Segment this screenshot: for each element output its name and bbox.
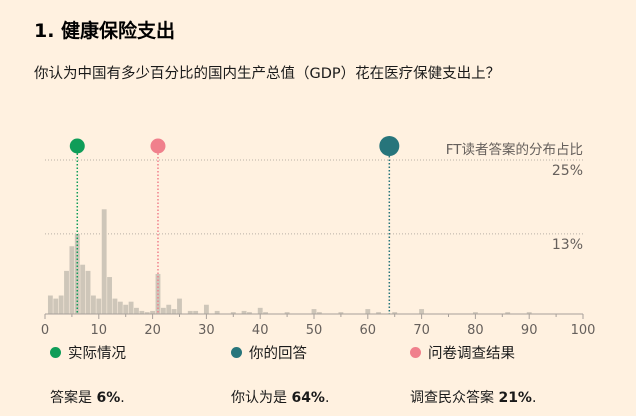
bar-70 <box>419 309 425 314</box>
bar-40 <box>257 307 263 314</box>
bar-50 <box>311 309 317 314</box>
bar-62 <box>376 312 381 314</box>
legend-survey-label: 问卷调查结果 <box>428 346 515 362</box>
bar-17 <box>134 307 139 314</box>
bar-27 <box>187 310 193 314</box>
bar-24 <box>171 309 177 314</box>
x-tick-label-60: 60 <box>360 323 377 338</box>
answer-survey-prefix: 调查民众答案 <box>410 390 499 406</box>
x-tick-label-70: 70 <box>413 323 430 338</box>
answer-yours-prefix: 你认为是 <box>231 390 292 406</box>
bar-38 <box>247 312 252 314</box>
answer-yours-suffix: . <box>324 390 330 406</box>
bar-19 <box>144 312 150 314</box>
x-tick-label-80: 80 <box>467 323 484 338</box>
answer-survey: 调查民众答案 21%. <box>410 387 536 407</box>
marker-dot-actual <box>69 138 85 154</box>
bar-45 <box>284 312 290 314</box>
page-title: 1. 健康保险支出 <box>34 20 176 42</box>
bar-5 <box>69 246 75 314</box>
answer-survey-suffix: . <box>531 390 537 406</box>
bar-55 <box>338 312 344 314</box>
grid-label-13: 13% <box>552 237 583 253</box>
bar-37 <box>241 310 247 314</box>
question-text: 你认为中国有多少百分比的国内生产总值（GDP）花在医疗保健支出上？ <box>34 66 501 82</box>
bar-30 <box>203 304 209 314</box>
x-tick-label-100: 100 <box>571 323 596 338</box>
legend: 实际情况 你的回答 问卷调查结果 <box>0 342 636 364</box>
legend-yours: 你的回答 <box>231 342 307 363</box>
bar-4 <box>64 270 69 314</box>
legend-actual: 实际情况 <box>50 342 126 363</box>
bar-7 <box>80 264 86 314</box>
marker-dot-survey <box>150 138 166 154</box>
answer-actual-prefix: 答案是 <box>50 390 97 406</box>
bar-2 <box>53 298 59 314</box>
x-tick-label-50: 50 <box>306 323 323 338</box>
bar-9 <box>90 295 96 314</box>
bar-11 <box>101 209 107 314</box>
bar-1 <box>47 295 53 314</box>
bar-35 <box>230 312 236 314</box>
answer-survey-value: 21% <box>498 390 532 406</box>
bar-16 <box>128 301 134 314</box>
bar-8 <box>85 270 91 314</box>
legend-actual-label: 实际情况 <box>68 346 126 362</box>
bar-65 <box>392 312 398 314</box>
bar-41 <box>263 312 269 314</box>
x-tick-label-0: 0 <box>41 323 49 338</box>
bar-90 <box>526 312 532 314</box>
bar-51 <box>316 312 322 314</box>
bar-10 <box>96 298 102 314</box>
legend-survey: 问卷调查结果 <box>410 342 515 363</box>
bar-13 <box>112 298 118 314</box>
bar-22 <box>160 307 166 314</box>
legend-survey-dot <box>410 347 421 358</box>
x-tick-label-20: 20 <box>144 323 161 338</box>
x-tick-label-30: 30 <box>198 323 215 338</box>
legend-yours-label: 你的回答 <box>249 346 307 362</box>
distribution-chart[interactable]: 13% 25% 0 10 20 30 40 50 60 70 80 90 100 FT读者答案的分布占… <box>0 0 636 340</box>
legend-actual-dot <box>50 347 61 358</box>
bar-14 <box>117 301 123 314</box>
bar-15 <box>123 304 129 314</box>
bar-12 <box>107 277 112 314</box>
x-tick-label-10: 10 <box>91 323 108 338</box>
answer-actual-suffix: . <box>120 390 125 406</box>
bar-23 <box>166 304 172 314</box>
bar-20 <box>150 310 156 314</box>
series-label: FT读者答案的分布占比 <box>446 141 583 158</box>
bar-80 <box>472 312 478 314</box>
grid-label-25: 25% <box>552 163 583 179</box>
bar-3 <box>58 295 64 314</box>
x-tick-label-40: 40 <box>252 323 269 338</box>
x-tick-label-90: 90 <box>521 323 538 338</box>
marker-dot-yours <box>379 136 400 156</box>
answer-actual: 答案是 6%. <box>50 387 125 407</box>
answer-yours-value: 64% <box>291 390 325 406</box>
bar-32 <box>214 310 220 314</box>
bar-25 <box>177 298 182 314</box>
bar-86 <box>505 312 511 314</box>
answer-yours: 你认为是 64%. <box>231 387 329 407</box>
answer-actual-value: 6% <box>96 390 121 406</box>
bar-28 <box>193 310 199 314</box>
bar-18 <box>139 310 145 314</box>
bar-60 <box>365 309 371 314</box>
legend-yours-dot <box>231 347 242 358</box>
